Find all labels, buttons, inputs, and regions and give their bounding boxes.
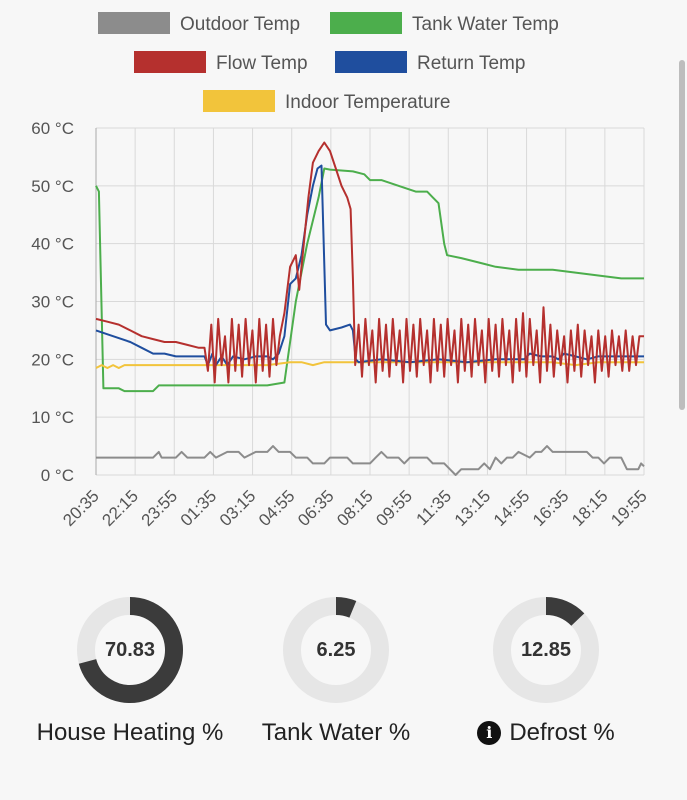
legend-label-flow-temp: Flow Temp xyxy=(216,53,308,74)
info-circle-icon[interactable]: i xyxy=(477,721,502,745)
x-tick-label: 06:35 xyxy=(294,486,338,530)
y-tick-label: 50 °C xyxy=(31,177,74,196)
legend-label-tank-water-temp: Tank Water Temp xyxy=(412,14,559,35)
chart-legend: Outdoor Temp Tank Water Temp Flow Temp Retu… xyxy=(98,12,559,113)
legend-label-outdoor-temp: Outdoor Temp xyxy=(180,14,300,35)
house-heating-ring xyxy=(77,597,183,703)
legend-label-indoor-temperature: Indoor Temperature xyxy=(285,92,450,113)
legend-label-return-temp: Return Temp xyxy=(417,53,525,74)
tank-water-gauge: 6.25 xyxy=(276,590,396,710)
house-heating-label: House Heating % xyxy=(36,719,224,746)
x-tick-label: 18:15 xyxy=(568,486,612,530)
gauge-fill-arc xyxy=(335,597,357,618)
gauge-fill-arc xyxy=(78,597,183,703)
gauge-fill-arc xyxy=(545,597,585,627)
x-tick-label: 20:35 xyxy=(59,486,103,530)
x-tick-label: 16:35 xyxy=(529,486,573,530)
x-axis: 20:3522:1523:5501:3503:1504:5506:3508:15… xyxy=(59,486,651,530)
tank-water-label: Tank Water % xyxy=(261,719,411,746)
x-tick-label: 11:35 xyxy=(412,486,455,529)
y-tick-label: 40 °C xyxy=(31,235,74,254)
chart-grid xyxy=(95,127,645,476)
legend-swatch-flow-temp xyxy=(134,51,206,73)
y-tick-label: 30 °C xyxy=(31,293,74,312)
legend-swatch-outdoor-temp xyxy=(98,12,170,34)
legend-swatch-return-temp xyxy=(335,51,407,73)
x-tick-label: 09:55 xyxy=(372,486,416,530)
x-tick-label: 22:15 xyxy=(98,486,142,530)
defrost-ring xyxy=(493,597,599,703)
x-tick-label: 01:35 xyxy=(177,486,221,530)
series-line-indoor-temperature xyxy=(95,361,644,369)
x-tick-label: 03:15 xyxy=(216,486,260,530)
x-tick-label: 23:55 xyxy=(138,486,182,530)
tank-water-ring xyxy=(283,597,389,703)
x-tick-label: 13:15 xyxy=(451,486,495,530)
x-tick-label: 14:55 xyxy=(490,486,534,530)
legend-swatch-indoor-temperature xyxy=(203,90,275,112)
defrost-gauge: 12.85 xyxy=(486,590,606,710)
house-heating-gauge: 70.83 xyxy=(70,590,190,710)
scrollbar[interactable] xyxy=(679,60,685,410)
y-tick-label: 10 °C xyxy=(31,408,74,427)
y-tick-label: 60 °C xyxy=(31,119,74,138)
tank-water-value: 6.25 xyxy=(316,639,356,661)
legend-swatch-tank-water-temp xyxy=(330,12,402,34)
x-tick-label: 19:55 xyxy=(607,486,651,530)
house-heating-value: 70.83 xyxy=(104,639,156,661)
temperature-chart: Outdoor Temp Tank Water Temp Flow Temp Retu… xyxy=(31,12,651,530)
series-line-outdoor-temp xyxy=(96,445,645,476)
series-line-tank-water-temp xyxy=(95,167,644,393)
defrost-value: 12.85 xyxy=(520,639,572,661)
y-tick-label: 0 °C xyxy=(41,466,74,485)
chart-series xyxy=(95,141,645,476)
defrost-label: i Defrost % xyxy=(436,715,656,751)
x-tick-label: 08:15 xyxy=(333,486,377,530)
y-tick-label: 20 °C xyxy=(31,350,74,369)
y-axis: 0 °C 10 °C 20 °C 30 °C 40 °C 50 °C 60 °C xyxy=(31,119,74,485)
series-line-flow-temp xyxy=(95,141,644,384)
x-tick-label: 04:55 xyxy=(255,486,299,530)
